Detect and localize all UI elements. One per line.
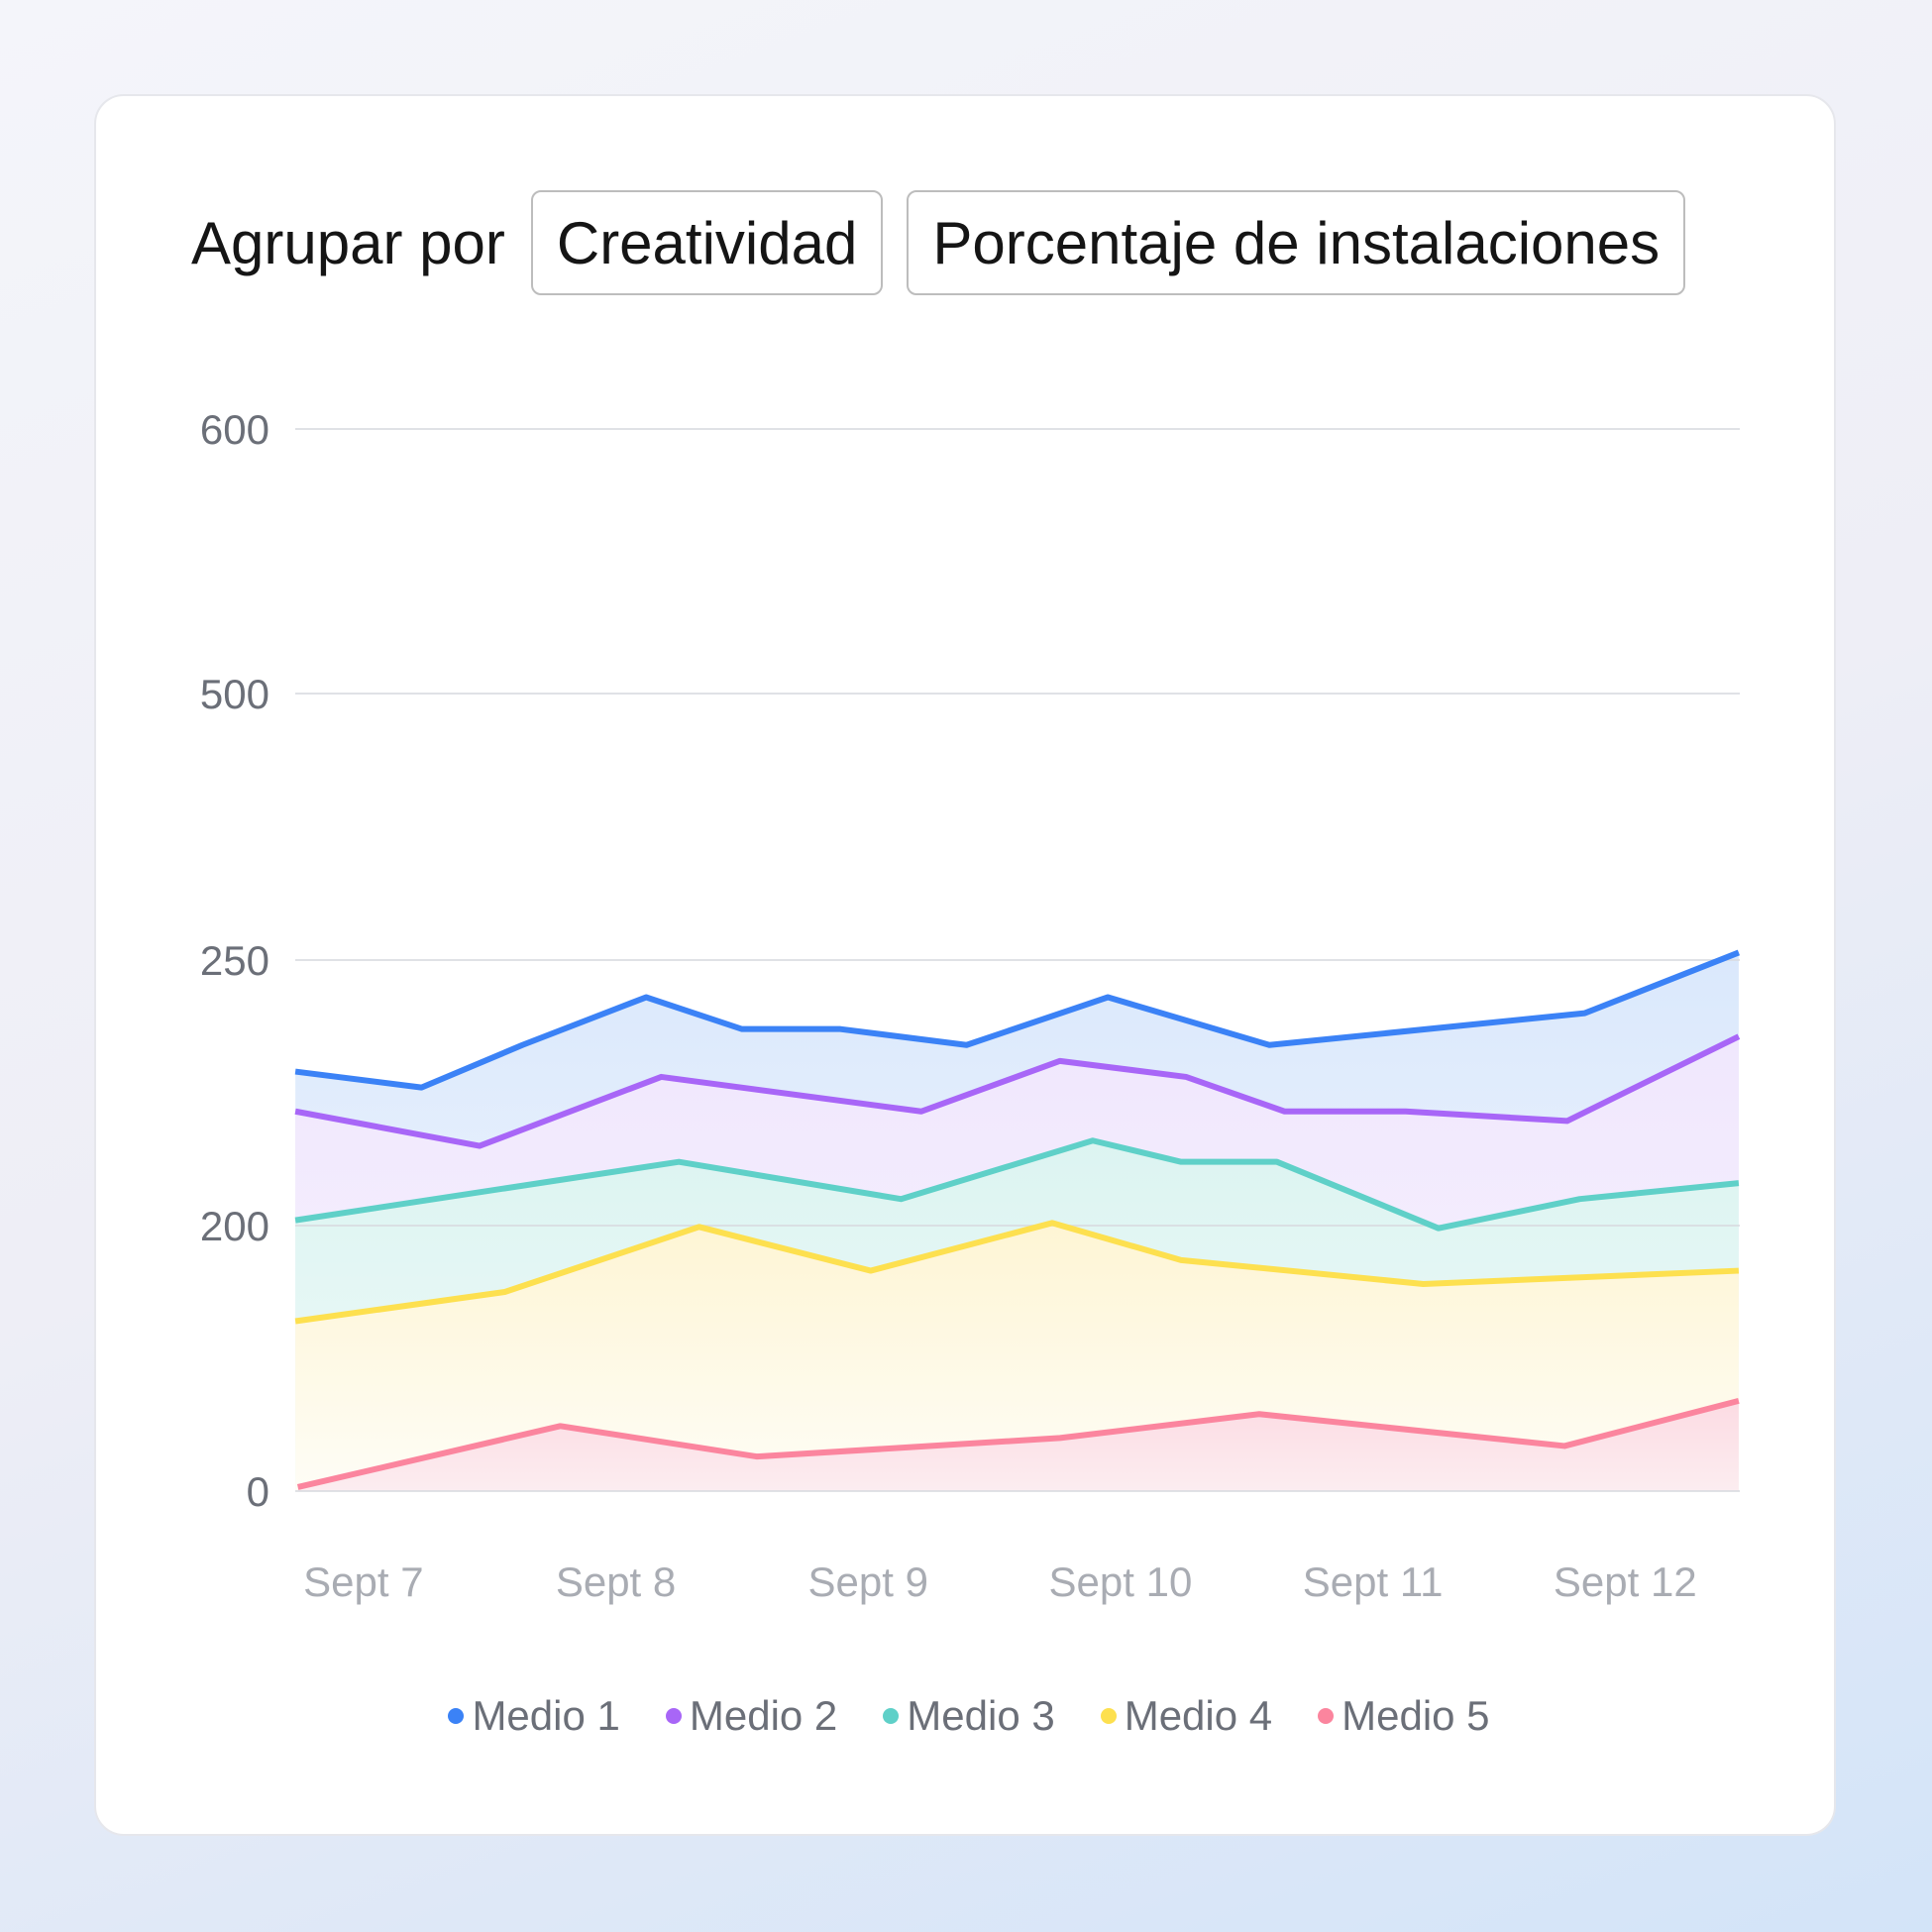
legend-item[interactable]: Medio 5 xyxy=(1318,1692,1490,1740)
legend-item[interactable]: Medio 4 xyxy=(1100,1692,1273,1740)
legend-item[interactable]: Medio 1 xyxy=(448,1692,620,1740)
legend-label: Medio 3 xyxy=(907,1692,1055,1739)
x-tick-label: Sept 8 xyxy=(556,1558,676,1605)
line-medio-5 xyxy=(296,1397,1740,1490)
legend-label: Medio 2 xyxy=(689,1692,838,1739)
x-tick-label: Sept 12 xyxy=(1554,1558,1697,1605)
x-tick-label: Sept 11 xyxy=(1303,1558,1444,1605)
x-tick-label: Sept 7 xyxy=(303,1558,423,1605)
legend-label: Medio 5 xyxy=(1342,1692,1490,1739)
toolbar: Agrupar por Creatividad Porcentaje de in… xyxy=(191,190,1709,295)
legend-dot-icon xyxy=(1100,1708,1117,1724)
y-tick-label: 200 xyxy=(200,1203,269,1249)
y-tick-label: 500 xyxy=(200,671,269,717)
legend-label: Medio 1 xyxy=(472,1692,620,1739)
area-medio-5 xyxy=(297,1400,1739,1491)
line-medio-4 xyxy=(294,1220,1740,1325)
metric-select[interactable]: Porcentaje de instalaciones xyxy=(907,190,1686,295)
legend-dot-icon xyxy=(448,1708,465,1724)
legend-dot-icon xyxy=(883,1708,900,1724)
y-tick-label: 250 xyxy=(200,937,269,984)
group-by-select[interactable]: Creatividad xyxy=(530,190,884,295)
line-medio-2 xyxy=(294,1033,1741,1149)
legend-label: Medio 4 xyxy=(1124,1692,1273,1739)
legend: Medio 1 Medio 2 Medio 3 Medio 4 Medio 5 xyxy=(0,1692,1932,1740)
legend-dot-icon xyxy=(665,1708,682,1724)
line-medio-3 xyxy=(294,1137,1740,1232)
legend-dot-icon xyxy=(1318,1708,1335,1724)
line-medio-1 xyxy=(294,949,1741,1091)
x-tick-label: Sept 9 xyxy=(808,1558,928,1605)
group-by-label: Agrupar por xyxy=(191,209,505,276)
legend-item[interactable]: Medio 2 xyxy=(665,1692,838,1740)
chart-card xyxy=(94,94,1836,1836)
x-tick-label: Sept 10 xyxy=(1049,1558,1193,1605)
y-tick-label: 600 xyxy=(200,406,269,453)
y-tick-label: 0 xyxy=(247,1468,269,1515)
legend-item[interactable]: Medio 3 xyxy=(883,1692,1055,1740)
